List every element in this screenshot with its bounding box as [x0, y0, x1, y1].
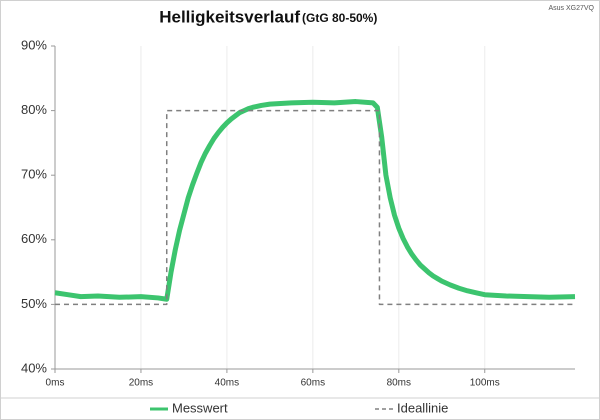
series-line: [54, 99, 576, 302]
y-tick-label: 50%: [21, 296, 47, 311]
y-tick-label: 40%: [21, 360, 47, 375]
x-tick-label: 100ms: [470, 378, 500, 389]
legend-label: Messwert: [172, 400, 228, 415]
y-tick-label: 90%: [21, 37, 47, 52]
x-tick-label: 80ms: [387, 378, 411, 389]
chart-subtitle: (GtG 80-50%): [302, 11, 377, 25]
annotation: Asus XG27VQ: [548, 5, 594, 12]
chart-title: Helligkeitsverlauf: [159, 7, 300, 26]
y-tick-label: 80%: [21, 102, 47, 117]
x-tick-label: 40ms: [215, 378, 239, 389]
x-tick-label: 20ms: [129, 378, 153, 389]
x-tick-label: 0ms: [46, 378, 65, 389]
x-tick-label: 60ms: [301, 378, 325, 389]
series-line: [55, 109, 575, 306]
y-tick-label: 60%: [21, 231, 47, 246]
y-tick-label: 70%: [21, 167, 47, 182]
legend-label: Ideallinie: [397, 400, 448, 415]
